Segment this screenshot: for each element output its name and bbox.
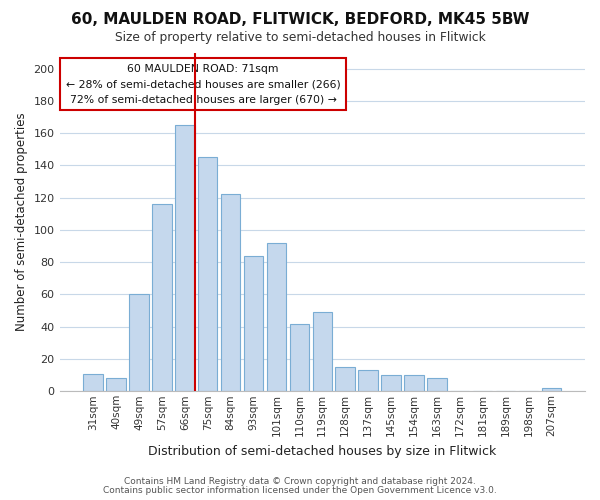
Text: Size of property relative to semi-detached houses in Flitwick: Size of property relative to semi-detach… <box>115 31 485 44</box>
Bar <box>83 374 103 392</box>
Bar <box>267 243 286 392</box>
X-axis label: Distribution of semi-detached houses by size in Flitwick: Distribution of semi-detached houses by … <box>148 444 496 458</box>
Bar <box>358 370 378 392</box>
Bar <box>129 294 149 392</box>
Bar <box>335 367 355 392</box>
Bar <box>198 158 217 392</box>
Bar <box>244 256 263 392</box>
Bar <box>404 375 424 392</box>
Bar <box>290 324 309 392</box>
Bar <box>542 388 561 392</box>
Bar <box>427 378 446 392</box>
Bar <box>152 204 172 392</box>
Text: Contains public sector information licensed under the Open Government Licence v3: Contains public sector information licen… <box>103 486 497 495</box>
Text: 60, MAULDEN ROAD, FLITWICK, BEDFORD, MK45 5BW: 60, MAULDEN ROAD, FLITWICK, BEDFORD, MK4… <box>71 12 529 28</box>
Text: Contains HM Land Registry data © Crown copyright and database right 2024.: Contains HM Land Registry data © Crown c… <box>124 477 476 486</box>
Y-axis label: Number of semi-detached properties: Number of semi-detached properties <box>15 112 28 331</box>
Bar <box>313 312 332 392</box>
Bar <box>106 378 126 392</box>
Bar <box>175 125 194 392</box>
Text: 60 MAULDEN ROAD: 71sqm
← 28% of semi-detached houses are smaller (266)
72% of se: 60 MAULDEN ROAD: 71sqm ← 28% of semi-det… <box>66 64 341 105</box>
Bar <box>381 375 401 392</box>
Bar <box>221 194 241 392</box>
